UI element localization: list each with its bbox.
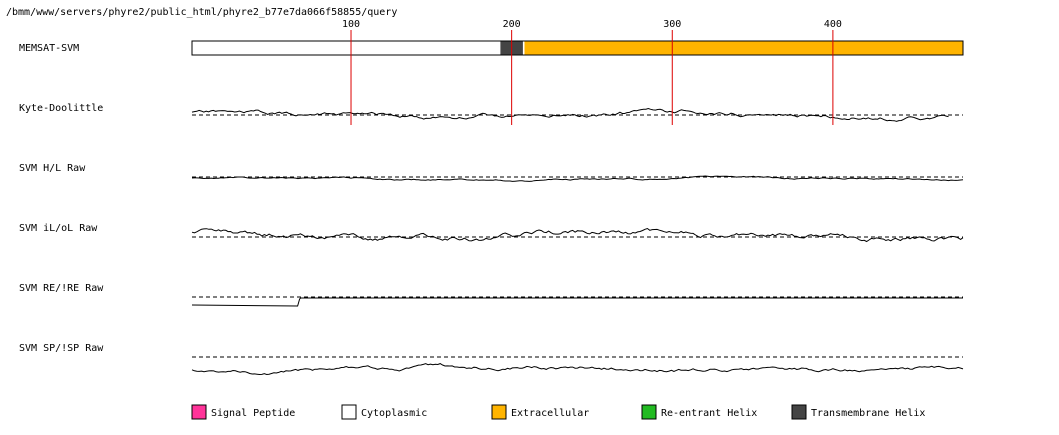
trace-line <box>191 363 964 376</box>
legend-label: Cytoplasmic <box>361 408 427 419</box>
track-label: SVM iL/oL Raw <box>19 223 98 234</box>
legend-label: Extracellular <box>511 408 589 419</box>
legend-label: Signal Peptide <box>211 408 295 419</box>
trace-line <box>191 297 963 307</box>
trace-line <box>191 175 964 182</box>
trace-line <box>191 107 949 122</box>
segment-extracellular <box>524 41 963 55</box>
legend-item: Signal Peptide <box>191 404 295 420</box>
legend-swatch <box>191 404 207 420</box>
legend-item: Extracellular <box>491 404 589 420</box>
segment-cytoplasmic <box>192 41 499 55</box>
x-tick-label: 300 <box>663 19 681 30</box>
track-label: MEMSAT-SVM <box>19 43 79 54</box>
track-label: Kyte-Doolittle <box>19 103 103 114</box>
track-frame <box>191 40 964 56</box>
track-label: SVM H/L Raw <box>19 163 86 174</box>
legend-item: Cytoplasmic <box>341 404 427 420</box>
track-label: SVM SP/!SP Raw <box>19 343 104 354</box>
track-label: SVM RE/!RE Raw <box>19 283 104 294</box>
legend-item: Re-entrant Helix <box>641 404 757 420</box>
legend-label: Transmembrane Helix <box>811 408 925 419</box>
trace-line <box>191 227 964 243</box>
legend-swatch <box>341 404 357 420</box>
legend-swatch <box>641 404 657 420</box>
x-tick-label: 400 <box>824 19 842 30</box>
legend-swatch <box>491 404 507 420</box>
legend-swatch <box>791 404 807 420</box>
query-path-label: /bmm/www/servers/phyre2/public_html/phyr… <box>6 7 397 18</box>
x-tick-label: 100 <box>342 19 360 30</box>
legend-label: Re-entrant Helix <box>661 408 757 419</box>
legend-item: Transmembrane Helix <box>791 404 925 420</box>
x-tick-label: 200 <box>503 19 521 30</box>
